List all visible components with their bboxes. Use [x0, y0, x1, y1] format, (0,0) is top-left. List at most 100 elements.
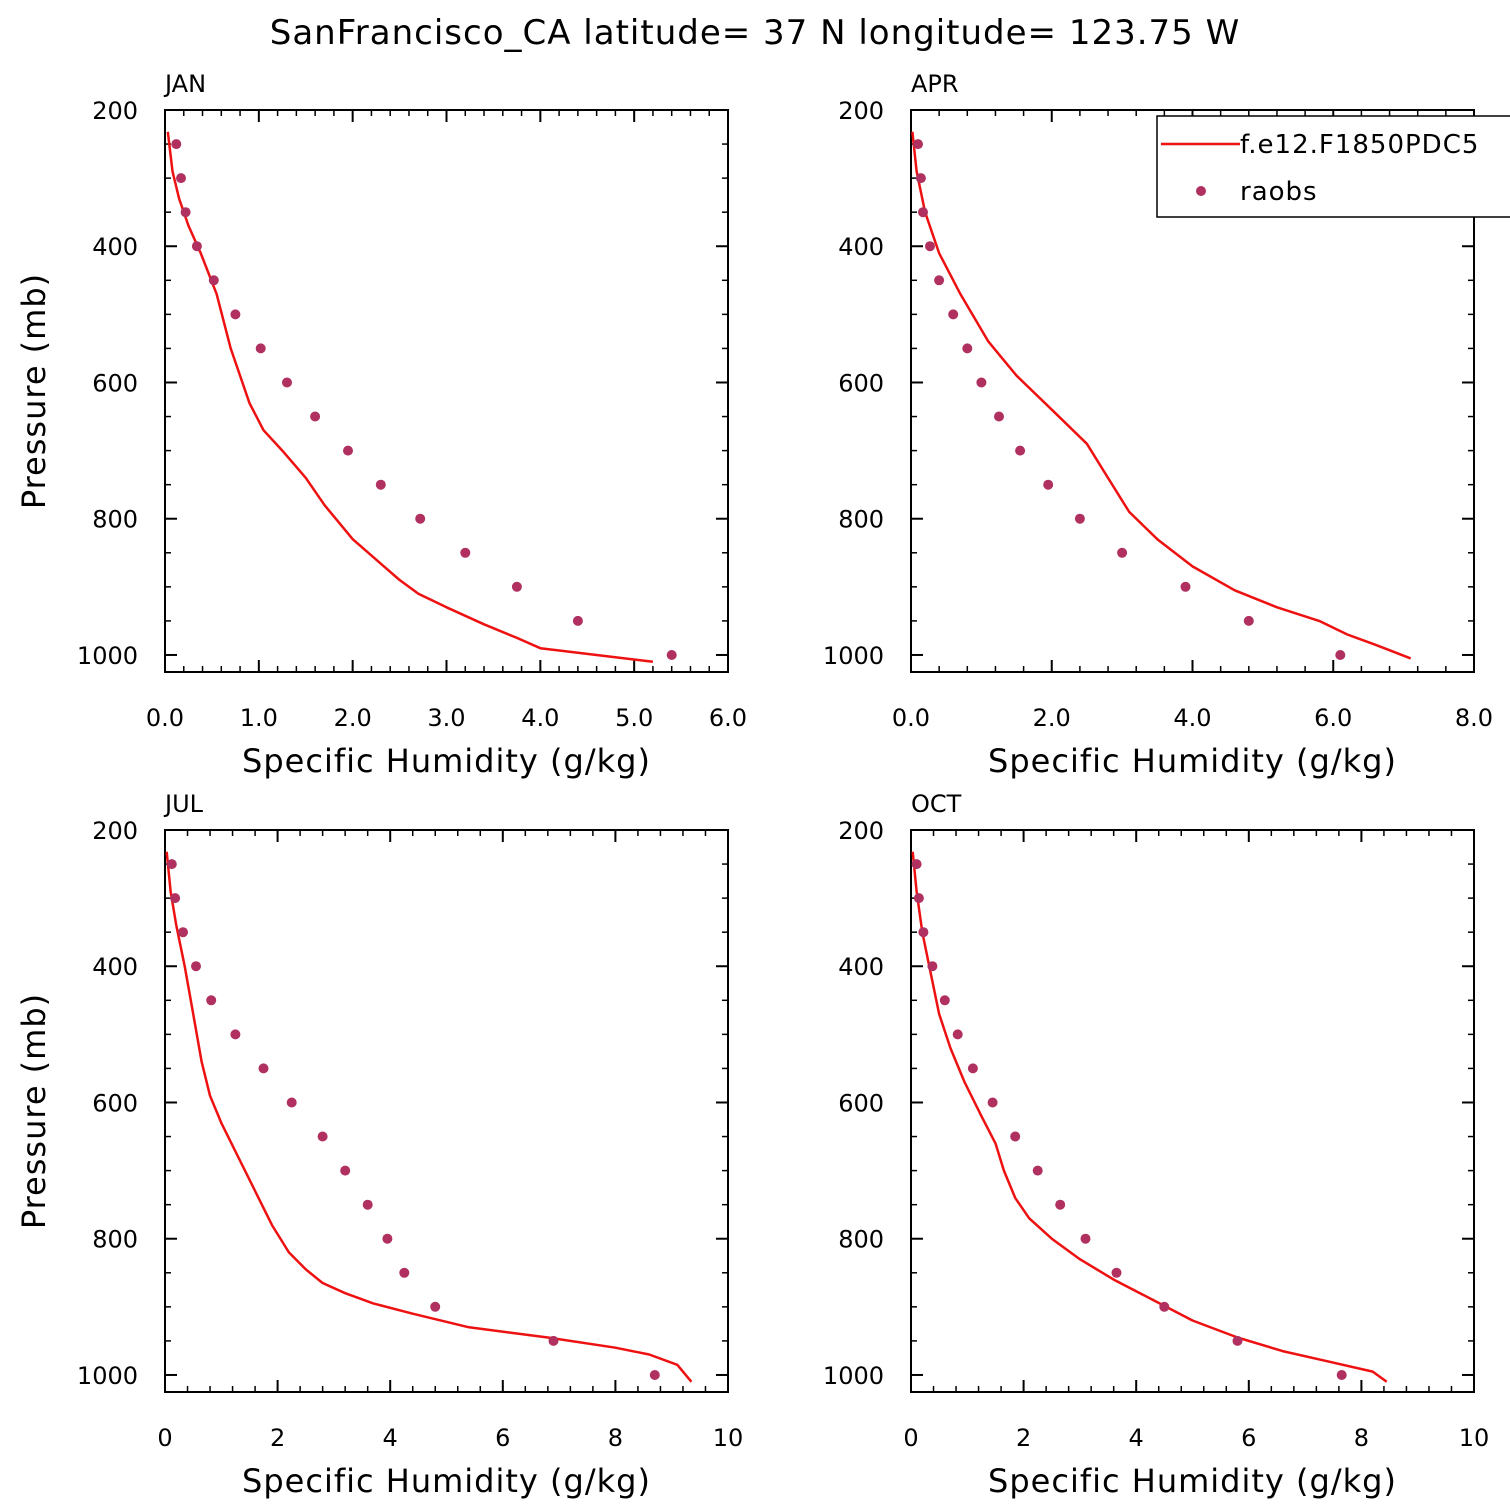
oct-xtick-label: 6: [1241, 1424, 1256, 1452]
jan-panel-label: JAN: [163, 70, 206, 98]
apr-raobs-point: [976, 377, 987, 388]
jan-raobs-point: [310, 411, 321, 422]
oct-raobs-point: [911, 859, 922, 870]
apr-raobs-point: [994, 411, 1004, 422]
jul-raobs-point: [317, 1131, 328, 1142]
legend: f.e12.F1850PDC5 raobs: [1156, 115, 1510, 218]
apr-raobs-point: [913, 139, 923, 150]
apr-raobs-point: [1074, 513, 1085, 524]
jul-raobs-point: [430, 1301, 441, 1312]
apr-raobs-point: [1180, 581, 1191, 592]
jan-raobs-point: [343, 445, 353, 456]
jul-raobs-point: [382, 1233, 393, 1244]
apr-raobs-point: [1117, 547, 1128, 558]
legend-model-label: f.e12.F1850PDC5: [1240, 130, 1479, 160]
oct-ytick-label: 200: [838, 817, 884, 845]
jul-raobs-point: [206, 995, 217, 1006]
jan-raobs-point: [191, 241, 202, 252]
oct-xtick-label: 10: [1459, 1424, 1490, 1452]
oct-raobs-point: [967, 1063, 978, 1074]
oct-raobs-point: [952, 1029, 963, 1040]
jan-xtick-label: 5.0: [615, 704, 653, 732]
oct-raobs-point: [1055, 1199, 1066, 1210]
jul-xtick-label: 8: [608, 1424, 623, 1452]
oct-raobs-point: [1159, 1301, 1170, 1312]
apr-raobs-point: [1335, 650, 1346, 660]
jul-raobs-point: [362, 1199, 373, 1210]
jul-raobs-point: [286, 1097, 297, 1108]
apr-raobs-point: [918, 207, 928, 218]
jan-raobs-point: [375, 479, 386, 490]
legend-obs-marker: [1196, 186, 1206, 196]
jul-model-line: [165, 851, 693, 1383]
oct-raobs-point: [1032, 1165, 1043, 1176]
jul-raobs-point: [166, 859, 177, 870]
oct-ytick-label: 400: [838, 953, 884, 981]
panel-apr: APR 0.0 2.0 4.0 6.0 8.0 200 400 600 800 1000 Specif…: [823, 70, 1493, 780]
jan-raobs-point: [511, 581, 522, 592]
oct-xtick-label: 8: [1354, 1424, 1369, 1452]
panel-jan: JAN 0.0 1.0 2.0 3.0 4.0 5.0 6.0 200 400 600 800 1000…: [15, 70, 747, 780]
jan-x-axis-label: Specific Humidity (g/kg): [242, 742, 651, 780]
jul-x-axis-label: Specific Humidity (g/kg): [242, 1462, 651, 1500]
jan-ytick-label: 1000: [77, 642, 138, 670]
jan-raobs-point: [666, 650, 677, 660]
apr-raobs-point: [925, 241, 935, 252]
oct-model-line: [911, 851, 1388, 1383]
apr-x-axis-label: Specific Humidity (g/kg): [988, 742, 1397, 780]
figure-title: SanFrancisco_CA latitude= 37 N longitude…: [270, 13, 1241, 53]
oct-raobs-point: [1232, 1335, 1243, 1346]
apr-raobs-point: [1043, 479, 1054, 490]
jul-raobs-point: [340, 1165, 351, 1176]
jan-raobs-point: [572, 615, 583, 626]
jan-xtick-label: 2.0: [334, 704, 372, 732]
jan-plot-frame: [164, 109, 729, 673]
panel-jul: JUL 0 2 4 6 8 10 200 400 600 800 1000 Specific Humid…: [15, 790, 743, 1500]
jul-ytick-label: 800: [92, 1226, 138, 1254]
jul-raobs-point: [170, 893, 181, 904]
oct-ytick-label: 600: [838, 1089, 884, 1117]
apr-ytick-label: 600: [838, 369, 884, 397]
jul-ytick-label: 600: [92, 1089, 138, 1117]
jul-panel-label: JUL: [163, 790, 204, 818]
apr-raobs-point: [962, 343, 973, 354]
jan-raobs-point: [171, 139, 182, 150]
apr-xtick-label: 0.0: [892, 704, 930, 732]
jan-ytick-label: 800: [92, 506, 138, 534]
jan-xtick-label: 4.0: [521, 704, 559, 732]
jul-xtick-label: 4: [383, 1424, 398, 1452]
oct-ytick-label: 800: [838, 1226, 884, 1254]
jan-raobs-point: [255, 343, 266, 354]
jul-xtick-label: 0: [157, 1424, 172, 1452]
apr-xtick-label: 2.0: [1033, 704, 1071, 732]
jan-ytick-label: 400: [92, 233, 138, 261]
oct-raobs-point: [1010, 1131, 1021, 1142]
jul-raobs-point: [191, 961, 201, 972]
jan-ytick-label: 200: [92, 97, 138, 125]
jul-raobs-point: [649, 1370, 660, 1380]
oct-x-axis-label: Specific Humidity (g/kg): [988, 1462, 1397, 1500]
jan-xtick-label: 3.0: [427, 704, 465, 732]
apr-raobs-point: [1243, 615, 1254, 626]
oct-raobs-point: [1111, 1267, 1122, 1278]
apr-ytick-label: 400: [838, 233, 884, 261]
jul-xtick-label: 6: [495, 1424, 510, 1452]
jul-raobs-point: [230, 1029, 241, 1040]
oct-panel-label: OCT: [911, 790, 962, 818]
oct-raobs-point: [939, 995, 950, 1006]
jul-plot-frame: [164, 829, 729, 1393]
jul-raobs-point: [178, 927, 188, 938]
jan-ytick-label: 600: [92, 369, 138, 397]
jan-raobs-point: [180, 207, 191, 218]
oct-raobs-point: [927, 961, 938, 972]
jan-raobs-point: [460, 547, 471, 558]
panel-oct: OCT 0 2 4 6 8 10 200 400 600 800 1000 Specific Humid…: [823, 790, 1489, 1500]
jan-raobs-point: [282, 377, 292, 388]
jan-xtick-label: 6.0: [709, 704, 747, 732]
oct-raobs-point: [1080, 1233, 1091, 1244]
oct-raobs-point: [987, 1097, 998, 1108]
apr-model-line: [911, 131, 1412, 660]
jul-raobs-point: [258, 1063, 269, 1074]
jan-y-axis-label: Pressure (mb): [15, 273, 53, 509]
